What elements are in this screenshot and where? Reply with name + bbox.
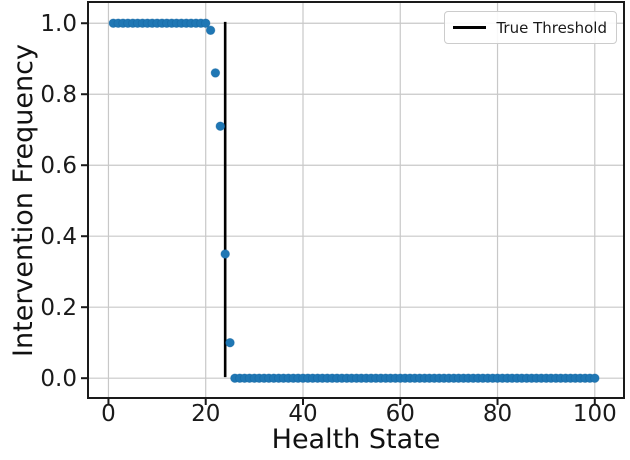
x-axis-label: Health State — [271, 424, 441, 455]
legend-label: True Threshold — [496, 18, 607, 37]
axes-spines — [87, 1, 625, 399]
y-tick-label: 0.4 — [40, 224, 77, 250]
scatter-point — [225, 337, 235, 348]
y-tick-label: 0.2 — [40, 295, 77, 321]
y-tick-label: 1.0 — [40, 11, 77, 37]
legend: True Threshold — [444, 11, 617, 44]
x-tick-label: 20 — [191, 401, 220, 427]
y-tick-label: 0.0 — [40, 366, 77, 392]
legend-threshold-line-sample — [453, 26, 487, 29]
scatter-point — [210, 68, 221, 78]
scatter-point — [205, 25, 216, 36]
x-tick-label: 80 — [483, 401, 512, 427]
scatter-point — [200, 18, 211, 28]
scatter-point — [215, 121, 226, 131]
y-tick-label: 0.8 — [40, 82, 77, 108]
x-tick-label: 0 — [101, 401, 116, 427]
x-tick-label: 60 — [386, 401, 415, 427]
y-tick-label: 0.6 — [40, 153, 77, 179]
scatter-point — [220, 249, 230, 259]
x-tick-label: 40 — [288, 401, 317, 427]
x-tick-label: 100 — [573, 401, 617, 427]
scatter-point — [590, 373, 600, 383]
